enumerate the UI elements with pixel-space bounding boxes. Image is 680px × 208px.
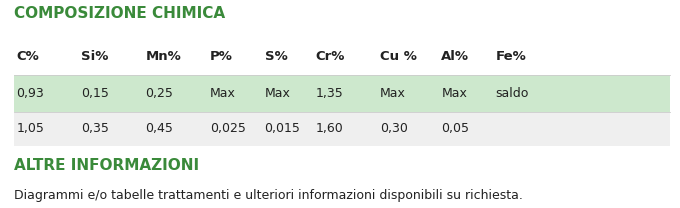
Text: 0,025: 0,025	[210, 123, 246, 135]
Text: 0,35: 0,35	[81, 123, 109, 135]
Text: C%: C%	[16, 50, 39, 63]
Text: 1,60: 1,60	[316, 123, 343, 135]
Text: S%: S%	[265, 50, 287, 63]
Text: Diagrammi e/o tabelle trattamenti e ulteriori informazioni disponibili su richie: Diagrammi e/o tabelle trattamenti e ulte…	[14, 189, 522, 202]
Text: 1,35: 1,35	[316, 87, 343, 100]
Text: Cu %: Cu %	[380, 50, 417, 63]
Text: 0,015: 0,015	[265, 123, 301, 135]
Text: 0,45: 0,45	[146, 123, 173, 135]
Text: ALTRE INFORMAZIONI: ALTRE INFORMAZIONI	[14, 158, 199, 173]
Text: Max: Max	[265, 87, 290, 100]
Text: Fe%: Fe%	[496, 50, 526, 63]
Text: 0,25: 0,25	[146, 87, 173, 100]
Text: 0,30: 0,30	[380, 123, 408, 135]
Text: saldo: saldo	[496, 87, 529, 100]
Text: Max: Max	[380, 87, 406, 100]
Text: Si%: Si%	[81, 50, 108, 63]
Text: 0,15: 0,15	[81, 87, 109, 100]
Text: P%: P%	[210, 50, 233, 63]
Text: 1,05: 1,05	[16, 123, 44, 135]
Text: Cr%: Cr%	[316, 50, 345, 63]
Text: Max: Max	[210, 87, 236, 100]
Text: 0,05: 0,05	[441, 123, 469, 135]
Bar	[14, 112, 670, 146]
Text: Al%: Al%	[441, 50, 469, 63]
Text: COMPOSIZIONE CHIMICA: COMPOSIZIONE CHIMICA	[14, 6, 224, 21]
Bar	[14, 75, 670, 112]
Bar	[14, 37, 670, 75]
Text: Max: Max	[441, 87, 467, 100]
Text: 0,93: 0,93	[16, 87, 44, 100]
Text: Mn%: Mn%	[146, 50, 182, 63]
